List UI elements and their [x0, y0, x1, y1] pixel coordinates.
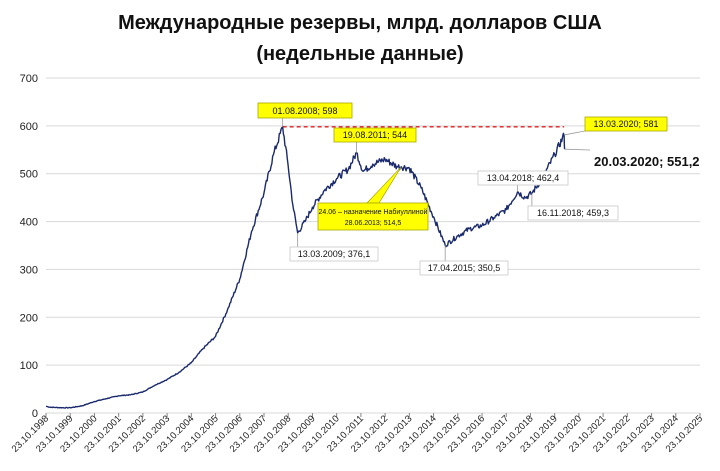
annotation-callout: 13.04.2018; 462,4 — [477, 170, 569, 192]
callout-label: 01.08.2008; 598 — [272, 106, 337, 116]
callout-box — [289, 246, 379, 262]
annotation-callout: 16.11.2018; 459,3 — [527, 193, 619, 221]
callout-box — [333, 127, 417, 143]
callout-pointer — [564, 148, 591, 151]
callout-label: 17.04.2015; 350,5 — [428, 263, 501, 273]
annotation-callout: 13.03.2020; 581 — [564, 116, 668, 136]
callout-label: 16.11.2018; 459,3 — [537, 208, 609, 218]
callout-box — [317, 202, 429, 231]
callout-label: 13.03.2020; 581 — [593, 119, 658, 129]
y-tick-label: 100 — [20, 360, 38, 372]
callout-label: 19.08.2011; 544 — [343, 130, 407, 140]
y-tick-label: 200 — [20, 312, 38, 324]
reserves-series-line — [45, 126, 566, 409]
callout-pointer — [366, 166, 402, 204]
annotation-callout: 24.06 – назначение Набиуллиной 28.06.2013… — [317, 166, 429, 231]
y-tick-label: 300 — [20, 264, 38, 276]
x-axis: 23.10.199823.10.199923.10.200023.10.2001… — [10, 413, 705, 455]
callout-box — [527, 205, 619, 221]
callout-box — [257, 102, 353, 119]
annotation-callout: 17.04.2015; 350,5 — [419, 245, 509, 276]
callout-label: 13.03.2009; 376,1 — [298, 249, 371, 259]
annotation-callout: 20.03.2020; 551,2 — [564, 148, 700, 169]
chart-title-line-2: (недельные данные) — [256, 43, 463, 65]
annotation-callout: 13.03.2009; 376,1 — [289, 233, 379, 262]
callout-box — [419, 260, 509, 276]
callout-box — [477, 170, 569, 186]
series-layer — [45, 126, 566, 409]
y-tick-label: 400 — [20, 217, 38, 229]
annotation-callout: 19.08.2011; 544 — [333, 127, 417, 153]
y-tick-label: 500 — [20, 169, 38, 181]
y-tick-label: 700 — [20, 73, 38, 85]
callout-label: 13.04.2018; 462,4 — [487, 173, 560, 183]
y-axis: 0 100 200 300 400 500 600 700 — [20, 73, 38, 420]
annotations: 01.08.2008; 598 13.03.2020; 581 19.08.2011… — [257, 102, 700, 276]
callout-pointer — [564, 130, 586, 136]
annotation-callout: 01.08.2008; 598 — [257, 102, 353, 127]
callout-label: 24.06 – назначение Набиуллиной — [319, 208, 428, 216]
callout-label-line-2: 28.06.2013; 514,5 — [345, 220, 402, 227]
callout-label: 20.03.2020; 551,2 — [594, 154, 700, 169]
y-tick-label: 600 — [20, 121, 38, 133]
chart-title-line-1: Международные резервы, млрд. долларов СШ… — [118, 12, 602, 34]
callout-box — [584, 116, 668, 132]
y-tick-label: 0 — [32, 408, 38, 420]
